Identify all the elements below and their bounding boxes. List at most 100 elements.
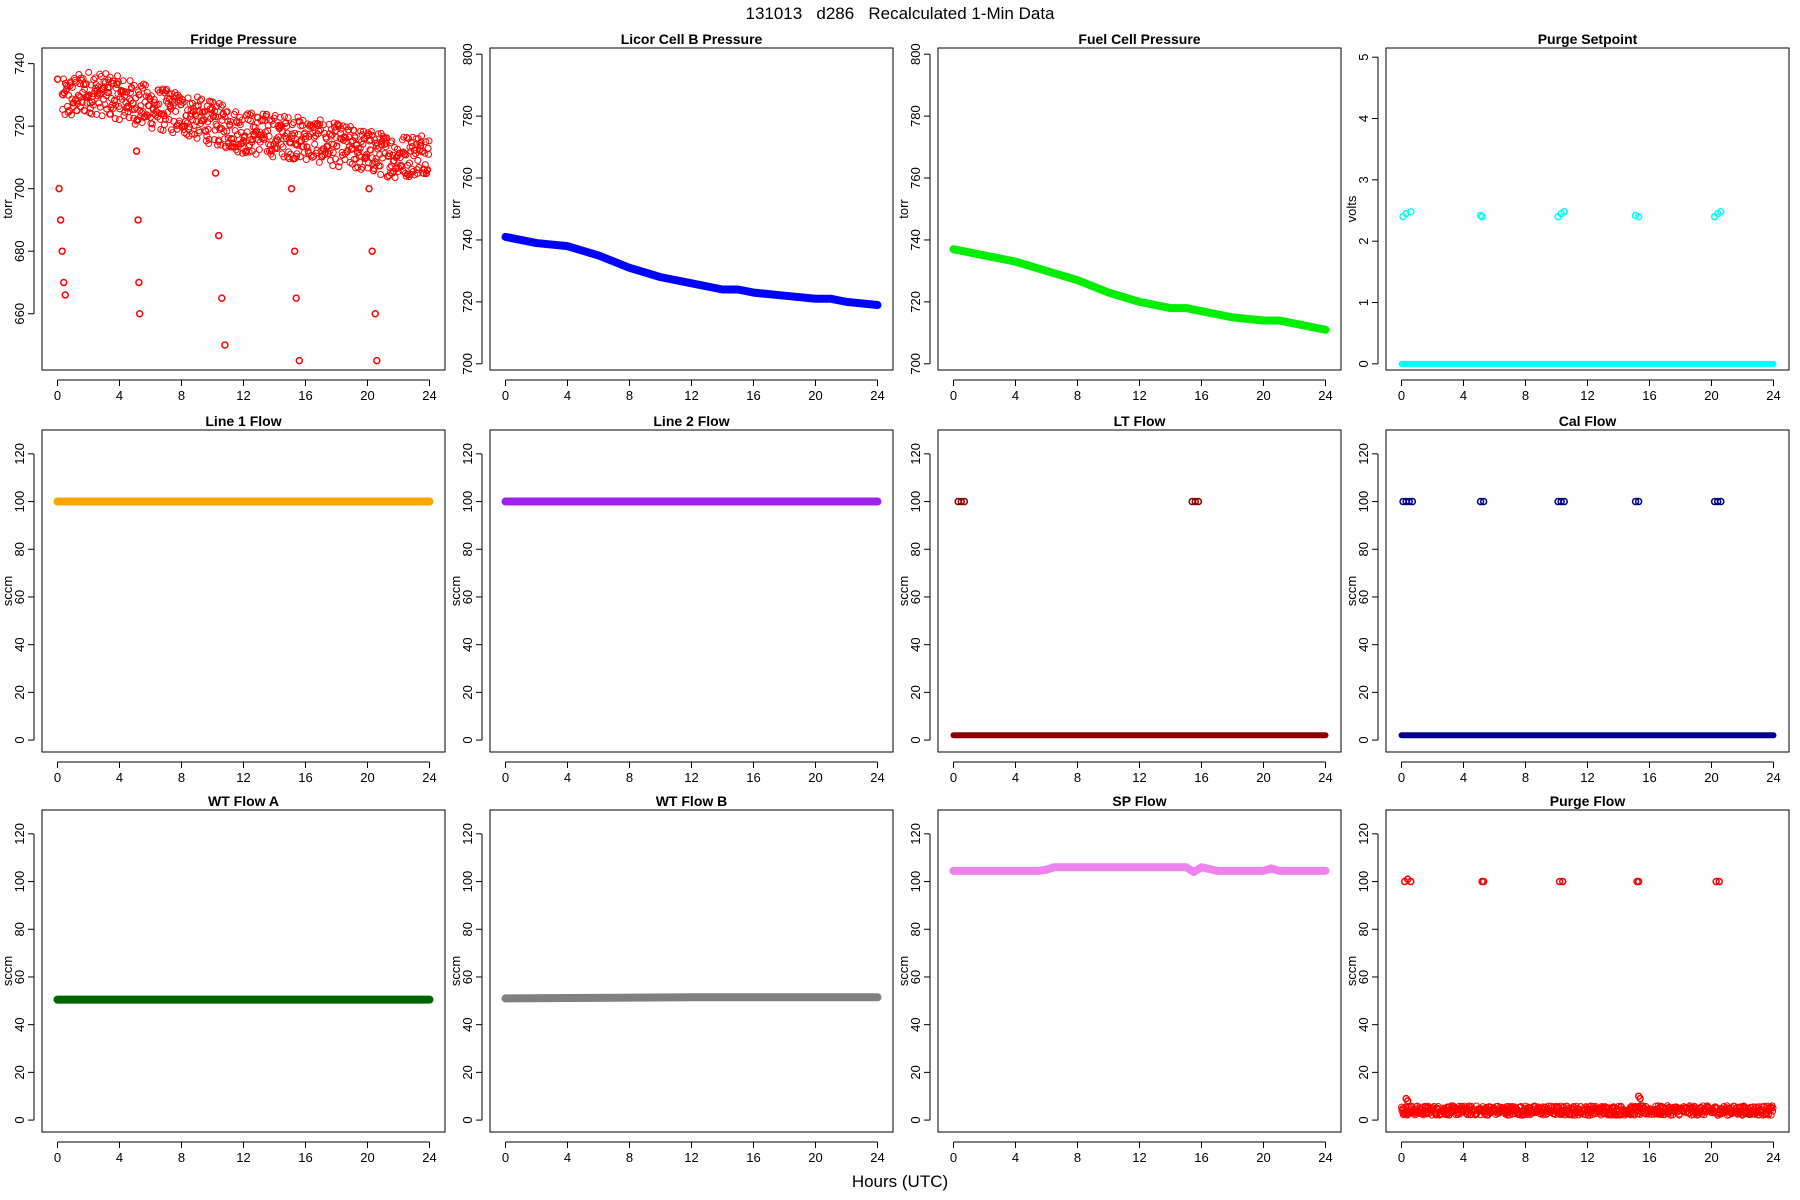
y-tick-label: 4 xyxy=(1356,115,1371,122)
data-point xyxy=(1713,497,1722,506)
data-point xyxy=(1608,1111,1616,1119)
data-point xyxy=(233,130,241,138)
x-tick-label: 12 xyxy=(236,388,250,403)
y-axis-label: torr xyxy=(448,199,463,219)
data-point xyxy=(413,166,421,174)
data-point xyxy=(1698,1110,1706,1118)
data-point xyxy=(188,130,196,138)
data-point xyxy=(231,127,239,135)
y-tick-label: 5 xyxy=(1356,54,1371,61)
data-point xyxy=(137,102,145,110)
data-point xyxy=(1478,212,1486,221)
panel-title: Fridge Pressure xyxy=(190,31,297,47)
data-point xyxy=(342,134,350,142)
data-point xyxy=(1634,877,1643,886)
data-point xyxy=(276,113,284,121)
y-axis-label: sccm xyxy=(0,956,15,986)
data-point xyxy=(226,121,234,129)
panel-9: WT Flow B sccm 0 4 8 12 16 20 24 0 20 40 60 80 100 120 xyxy=(448,793,894,1165)
data-point xyxy=(68,95,76,103)
y-axis-label: torr xyxy=(0,199,15,219)
x-tick-label: 16 xyxy=(1194,770,1208,785)
x-tick-label: 24 xyxy=(1766,1150,1780,1165)
panel-6: LT Flow sccm 0 4 8 12 16 20 24 0 20 40 60 80 100 120 xyxy=(896,413,1342,785)
data-point xyxy=(76,103,84,111)
x-tick-label: 20 xyxy=(1256,1150,1270,1165)
data-point xyxy=(279,128,287,136)
data-point xyxy=(402,151,410,159)
y-tick-label: 80 xyxy=(460,922,475,936)
x-tick-label: 0 xyxy=(950,388,957,403)
y-tick-label: 20 xyxy=(12,685,27,699)
y-tick-label: 20 xyxy=(908,685,923,699)
x-tick-label: 24 xyxy=(1318,1150,1332,1165)
x-tick-label: 0 xyxy=(54,770,61,785)
data-point xyxy=(215,100,223,108)
y-tick-label: 100 xyxy=(908,491,923,513)
y-tick-label: 2 xyxy=(1356,238,1371,245)
y-tick-label: 720 xyxy=(12,115,27,137)
x-tick-label: 0 xyxy=(950,1150,957,1165)
x-tick-label: 16 xyxy=(1194,1150,1208,1165)
y-tick-label: 80 xyxy=(1356,922,1371,936)
data-point xyxy=(100,83,108,91)
data-point xyxy=(179,99,187,107)
plot-frame xyxy=(937,47,1342,371)
data-point xyxy=(1634,497,1643,506)
x-tick-label: 20 xyxy=(808,770,822,785)
data-point xyxy=(243,128,251,136)
data-point xyxy=(209,98,217,106)
x-tick-label: 4 xyxy=(1012,770,1019,785)
x-tick-label: 20 xyxy=(1704,770,1718,785)
data-point xyxy=(368,247,376,255)
y-tick-label: 1 xyxy=(1356,299,1371,306)
data-point xyxy=(355,151,363,159)
x-tick-label: 24 xyxy=(870,388,884,403)
data-point xyxy=(1555,877,1564,886)
y-tick-label: 60 xyxy=(460,970,475,984)
x-tick-label: 16 xyxy=(1642,388,1656,403)
x-tick-label: 24 xyxy=(1318,388,1332,403)
data-point xyxy=(193,134,201,142)
y-tick-label: 700 xyxy=(460,353,475,375)
x-tick-label: 12 xyxy=(684,770,698,785)
data-point xyxy=(116,105,124,113)
data-point xyxy=(134,216,142,224)
x-tick-label: 16 xyxy=(746,388,760,403)
panel-7: Cal Flow sccm 0 4 8 12 16 20 24 0 20 40 60 80 100 120 xyxy=(1344,413,1790,785)
x-tick-label: 16 xyxy=(746,1150,760,1165)
panel-title: Purge Flow xyxy=(1550,793,1626,809)
y-tick-label: 680 xyxy=(12,240,27,262)
data-point xyxy=(302,156,310,164)
x-tick-label: 12 xyxy=(236,770,250,785)
data-point xyxy=(87,110,95,118)
y-tick-label: 80 xyxy=(460,542,475,556)
data-point xyxy=(347,138,355,146)
data-point xyxy=(240,137,247,145)
x-tick-label: 8 xyxy=(626,770,633,785)
plot-frame xyxy=(489,809,894,1133)
data-point xyxy=(423,169,431,177)
y-tick-label: 40 xyxy=(12,1017,27,1031)
data-point xyxy=(115,116,123,124)
x-tick-label: 12 xyxy=(1580,770,1594,785)
data-point xyxy=(290,247,299,255)
data-point xyxy=(135,278,143,287)
y-axis-label: sccm xyxy=(448,576,463,606)
data-point xyxy=(100,78,108,86)
x-tick-label: 4 xyxy=(564,1150,571,1165)
x-tick-label: 0 xyxy=(54,1150,61,1165)
x-tick-label: 4 xyxy=(564,770,571,785)
data-point xyxy=(122,104,130,112)
data-point xyxy=(272,144,280,152)
data-point xyxy=(103,105,111,113)
data-point xyxy=(111,96,119,104)
series-line xyxy=(501,993,882,1003)
data-point xyxy=(1767,1111,1775,1119)
data-point xyxy=(1627,1111,1635,1119)
data-point xyxy=(371,158,379,166)
y-tick-label: 720 xyxy=(908,291,923,313)
data-point xyxy=(299,116,307,124)
panel-title: SP Flow xyxy=(1112,793,1166,809)
